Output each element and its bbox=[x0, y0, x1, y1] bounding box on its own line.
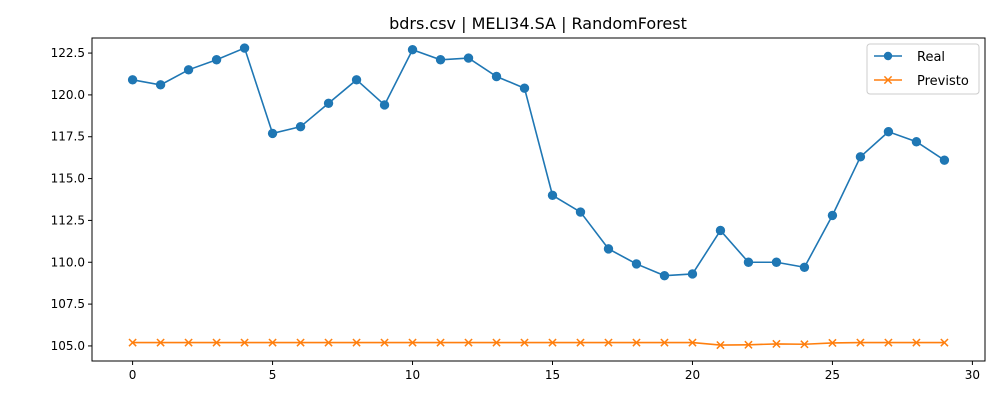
y-tick-label: 105.0 bbox=[51, 339, 85, 353]
data-point bbox=[660, 338, 669, 347]
legend-label: Real bbox=[917, 50, 945, 65]
data-point bbox=[155, 80, 166, 90]
legend-marker bbox=[883, 75, 893, 85]
y-tick-label: 122.5 bbox=[51, 46, 85, 60]
data-point bbox=[576, 338, 585, 347]
data-point bbox=[239, 43, 250, 53]
y-tick-label: 107.5 bbox=[51, 297, 85, 311]
data-point bbox=[855, 152, 866, 162]
legend: Real Previsto bbox=[866, 43, 980, 95]
data-point bbox=[828, 338, 837, 348]
data-point bbox=[184, 338, 193, 347]
series-real bbox=[127, 43, 950, 281]
data-point bbox=[127, 75, 138, 85]
data-point bbox=[520, 338, 529, 347]
data-point bbox=[408, 338, 417, 347]
plot-area-frame bbox=[91, 37, 986, 362]
data-point bbox=[240, 338, 249, 347]
x-tick-label: 30 bbox=[965, 368, 980, 382]
x-tick-label: 25 bbox=[825, 368, 840, 382]
data-point bbox=[463, 53, 474, 63]
data-point bbox=[183, 65, 194, 75]
x-axis: 0 5 10 15 20 25 30 bbox=[129, 361, 980, 382]
series-layer bbox=[127, 43, 950, 350]
data-point bbox=[715, 225, 726, 236]
data-point bbox=[688, 338, 697, 347]
chart-title: bdrs.csv | MELI34.SA | RandomForest bbox=[389, 14, 687, 33]
legend-label: Previsto bbox=[917, 74, 969, 89]
data-point bbox=[800, 340, 809, 349]
data-point bbox=[631, 259, 642, 269]
data-point bbox=[743, 257, 754, 267]
data-point bbox=[351, 75, 362, 85]
series-previsto bbox=[128, 338, 949, 350]
data-point bbox=[771, 257, 782, 267]
data-point bbox=[268, 338, 277, 347]
data-point bbox=[604, 338, 613, 347]
y-tick-label: 120.0 bbox=[51, 88, 85, 102]
data-point bbox=[267, 128, 278, 139]
data-point bbox=[772, 339, 781, 349]
legend-item-real: Real bbox=[874, 50, 945, 65]
x-tick-label: 5 bbox=[269, 368, 277, 382]
x-tick-label: 0 bbox=[129, 368, 137, 382]
data-point bbox=[435, 55, 446, 65]
legend-item-previsto: Previsto bbox=[874, 74, 969, 89]
data-point bbox=[548, 338, 557, 347]
data-point bbox=[603, 244, 614, 254]
data-point bbox=[744, 340, 753, 349]
data-point bbox=[324, 338, 333, 347]
data-point bbox=[884, 338, 893, 347]
data-point bbox=[659, 270, 670, 281]
data-point bbox=[883, 127, 894, 137]
data-point bbox=[799, 262, 810, 272]
x-tick-label: 20 bbox=[685, 368, 700, 382]
data-point bbox=[911, 137, 922, 147]
x-tick-label: 15 bbox=[545, 368, 560, 382]
y-tick-label: 112.5 bbox=[51, 213, 85, 227]
series-line-real bbox=[132, 46, 945, 277]
y-tick-label: 117.5 bbox=[51, 130, 85, 144]
data-point bbox=[212, 338, 221, 347]
data-point bbox=[912, 338, 921, 347]
y-tick-label: 110.0 bbox=[51, 255, 85, 269]
data-point bbox=[380, 338, 389, 347]
data-point bbox=[547, 190, 558, 201]
data-point bbox=[464, 338, 473, 347]
y-tick-label: 115.0 bbox=[51, 172, 85, 186]
data-point bbox=[128, 338, 137, 347]
data-point bbox=[939, 155, 950, 165]
data-point bbox=[632, 338, 641, 347]
data-point bbox=[379, 100, 390, 110]
data-point bbox=[352, 338, 361, 347]
y-axis: 105.0 107.5 110.0 112.5 115.0 117.5 120.0 122.5 bbox=[51, 46, 92, 353]
data-point bbox=[323, 98, 334, 108]
data-point bbox=[519, 83, 530, 93]
data-point bbox=[492, 338, 501, 347]
data-point bbox=[407, 45, 418, 55]
data-point bbox=[856, 338, 865, 347]
series-line-previsto bbox=[132, 341, 945, 346]
data-point bbox=[295, 121, 306, 132]
x-tick-label: 10 bbox=[405, 368, 420, 382]
data-point bbox=[491, 71, 502, 82]
data-point bbox=[687, 269, 698, 279]
legend-marker bbox=[883, 51, 893, 61]
data-point bbox=[211, 55, 222, 65]
data-point bbox=[716, 340, 725, 350]
data-point bbox=[156, 338, 165, 347]
data-point bbox=[575, 207, 586, 217]
data-point bbox=[827, 210, 838, 221]
data-point bbox=[940, 338, 949, 347]
data-point bbox=[436, 338, 445, 347]
data-point bbox=[296, 338, 305, 347]
